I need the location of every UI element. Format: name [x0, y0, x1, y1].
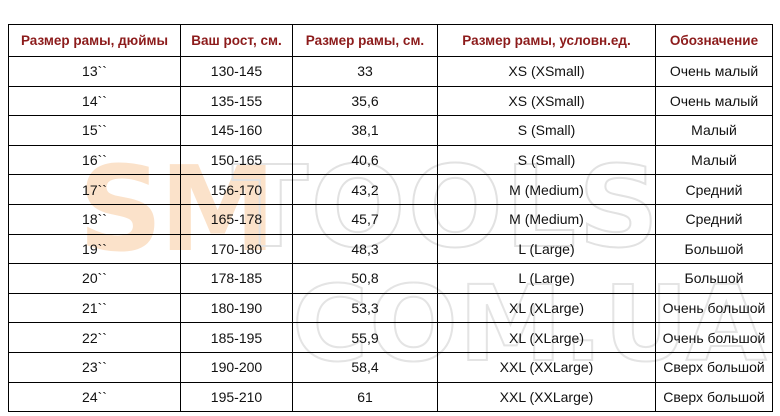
- cell-frame-size-inches: 21``: [8, 292, 181, 324]
- column-header-frame-size-cm: Размер рамы, см.: [292, 24, 438, 57]
- cell-frame-size-units: XL (XLarge): [437, 292, 656, 324]
- cell-frame-size-inches: 24``: [8, 381, 181, 413]
- cell-your-height-cm: 156-170: [180, 174, 293, 205]
- cell-frame-size-units: S (Small): [437, 144, 656, 176]
- cell-your-height-cm: 170-180: [180, 233, 293, 265]
- cell-frame-size-inches: 20``: [8, 263, 181, 294]
- table-header-row: Размер рамы, дюймы Ваш рост, см. Размер …: [8, 24, 773, 57]
- table-row: 19`` 170-180 48,3 L (Large) Большой: [8, 233, 773, 265]
- cell-frame-size-inches: 23``: [8, 351, 181, 383]
- cell-frame-size-cm: 55,9: [292, 322, 438, 353]
- cell-frame-size-units: L (Large): [437, 263, 656, 294]
- cell-frame-size-inches: 17``: [8, 174, 181, 205]
- table-row: 21`` 180-190 53,3 XL (XLarge) Очень большой: [8, 292, 773, 324]
- cell-frame-size-cm: 53,3: [292, 292, 438, 324]
- cell-designation: Очень большой: [655, 292, 773, 324]
- cell-designation: Очень малый: [655, 85, 773, 117]
- cell-frame-size-inches: 18``: [8, 203, 181, 235]
- cell-frame-size-units: S (Small): [437, 115, 656, 146]
- cell-frame-size-cm: 38,1: [292, 115, 438, 146]
- table-row: 22`` 185-195 55,9 XL (XLarge) Очень большой: [8, 322, 773, 353]
- cell-your-height-cm: 150-165: [180, 144, 293, 176]
- cell-frame-size-units: XXL (XXLarge): [437, 351, 656, 383]
- cell-your-height-cm: 180-190: [180, 292, 293, 324]
- column-header-designation: Обозначение: [655, 24, 773, 57]
- cell-designation: Очень малый: [655, 56, 773, 87]
- table-body: 13`` 130-145 33 XS (XSmall) Очень малый 14`` 1…: [8, 56, 773, 413]
- cell-your-height-cm: 135-155: [180, 85, 293, 117]
- cell-your-height-cm: 130-145: [180, 56, 293, 87]
- cell-frame-size-units: XS (XSmall): [437, 56, 656, 87]
- cell-frame-size-cm: 35,6: [292, 85, 438, 117]
- cell-frame-size-cm: 50,8: [292, 263, 438, 294]
- cell-your-height-cm: 190-200: [180, 351, 293, 383]
- cell-designation: Большой: [655, 233, 773, 265]
- cell-frame-size-units: L (Large): [437, 233, 656, 265]
- table-row: 20`` 178-185 50,8 L (Large) Большой: [8, 263, 773, 294]
- table-row: 14`` 135-155 35,6 XS (XSmall) Очень малый: [8, 85, 773, 117]
- cell-frame-size-cm: 33: [292, 56, 438, 87]
- column-header-frame-size-inches: Размер рамы, дюймы: [8, 24, 181, 57]
- cell-frame-size-units: XXL (XXLarge): [437, 381, 656, 413]
- column-header-your-height-cm: Ваш рост, см.: [180, 24, 293, 57]
- table-row: 15`` 145-160 38,1 S (Small) Малый: [8, 115, 773, 146]
- cell-your-height-cm: 178-185: [180, 263, 293, 294]
- cell-your-height-cm: 145-160: [180, 115, 293, 146]
- cell-designation: Сверх большой: [655, 351, 773, 383]
- table-row: 23`` 190-200 58,4 XXL (XXLarge) Сверх большо…: [8, 351, 773, 383]
- cell-frame-size-units: XL (XLarge): [437, 322, 656, 353]
- cell-frame-size-cm: 40,6: [292, 144, 438, 176]
- cell-designation: Очень большой: [655, 322, 773, 353]
- cell-designation: Большой: [655, 263, 773, 294]
- cell-frame-size-cm: 58,4: [292, 351, 438, 383]
- cell-designation: Сверх большой: [655, 381, 773, 413]
- cell-frame-size-inches: 13``: [8, 56, 181, 87]
- cell-frame-size-units: M (Medium): [437, 174, 656, 205]
- cell-frame-size-cm: 45,7: [292, 203, 438, 235]
- cell-your-height-cm: 185-195: [180, 322, 293, 353]
- table-row: 18`` 165-178 45,7 M (Medium) Средний: [8, 203, 773, 235]
- table-row: 17`` 156-170 43,2 M (Medium) Средний: [8, 174, 773, 205]
- cell-frame-size-inches: 19``: [8, 233, 181, 265]
- cell-designation: Малый: [655, 115, 773, 146]
- cell-frame-size-cm: 61: [292, 381, 438, 413]
- table-row: 13`` 130-145 33 XS (XSmall) Очень малый: [8, 56, 773, 87]
- size-table: Размер рамы, дюймы Ваш рост, см. Размер …: [8, 24, 773, 413]
- table-row: 24`` 195-210 61 XXL (XXLarge) Сверх большой: [8, 381, 773, 413]
- cell-frame-size-units: XS (XSmall): [437, 85, 656, 117]
- cell-frame-size-cm: 43,2: [292, 174, 438, 205]
- cell-your-height-cm: 195-210: [180, 381, 293, 413]
- frame-size-chart: Размер рамы, дюймы Ваш рост, см. Размер …: [8, 24, 773, 413]
- cell-frame-size-inches: 22``: [8, 322, 181, 353]
- cell-designation: Средний: [655, 174, 773, 205]
- cell-designation: Малый: [655, 144, 773, 176]
- cell-frame-size-inches: 15``: [8, 115, 181, 146]
- column-header-frame-size-units: Размер рамы, условн.ед.: [437, 24, 656, 57]
- table-row: 16`` 150-165 40,6 S (Small) Малый: [8, 144, 773, 176]
- cell-frame-size-inches: 14``: [8, 85, 181, 117]
- table-header: Размер рамы, дюймы Ваш рост, см. Размер …: [8, 24, 773, 57]
- cell-frame-size-cm: 48,3: [292, 233, 438, 265]
- cell-frame-size-units: M (Medium): [437, 203, 656, 235]
- cell-designation: Средний: [655, 203, 773, 235]
- cell-frame-size-inches: 16``: [8, 144, 181, 176]
- cell-your-height-cm: 165-178: [180, 203, 293, 235]
